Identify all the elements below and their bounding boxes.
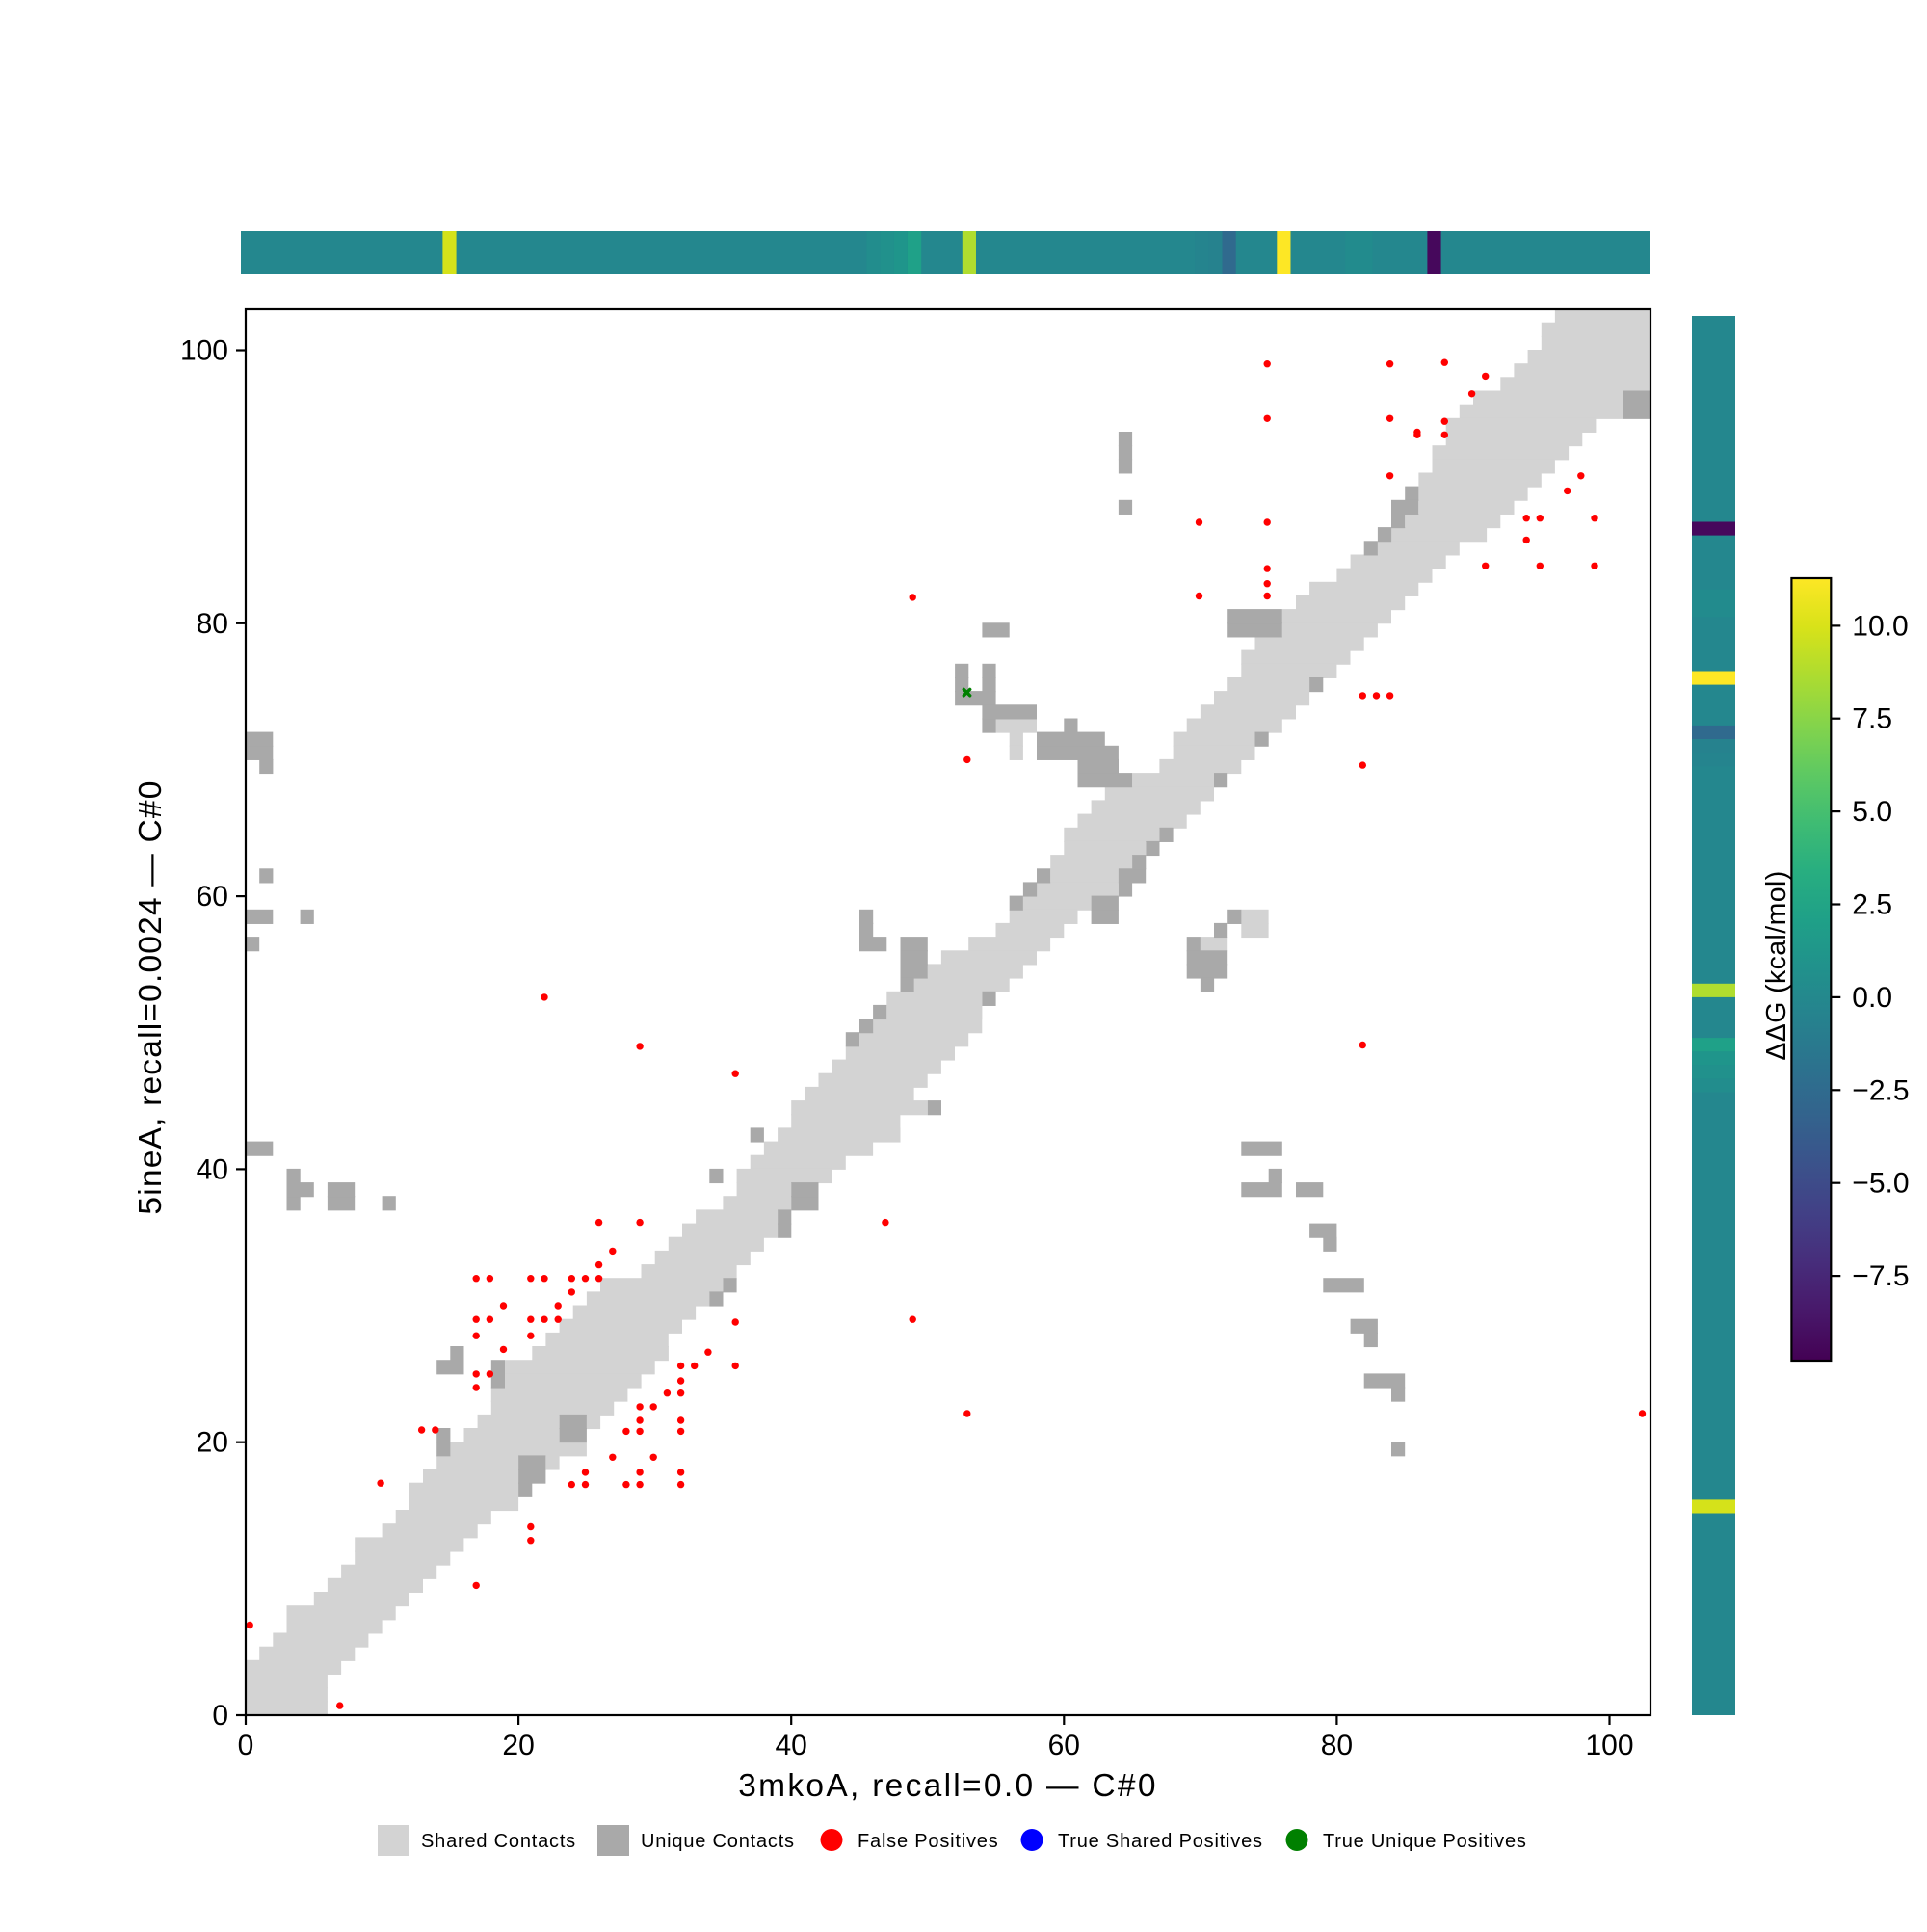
- svg-text:80: 80: [1321, 1730, 1353, 1761]
- svg-text:80: 80: [197, 608, 228, 640]
- svg-text:True Unique Positives: True Unique Positives: [1323, 1831, 1527, 1852]
- svg-text:0: 0: [212, 1700, 228, 1732]
- svg-text:Shared Contacts: Shared Contacts: [421, 1831, 576, 1852]
- svg-text:True Shared Positives: True Shared Positives: [1058, 1831, 1263, 1852]
- svg-text:60: 60: [1048, 1730, 1080, 1761]
- svg-text:5.0: 5.0: [1852, 796, 1892, 828]
- svg-text:0: 0: [238, 1730, 254, 1761]
- svg-text:False Positives: False Positives: [858, 1831, 999, 1852]
- svg-text:5ineA, recall=0.0024 — C#0: 5ineA, recall=0.0024 — C#0: [133, 780, 169, 1214]
- svg-text:0.0: 0.0: [1852, 982, 1892, 1014]
- svg-text:2.5: 2.5: [1852, 889, 1892, 921]
- svg-text:40: 40: [197, 1153, 228, 1185]
- svg-text:100: 100: [1585, 1730, 1633, 1761]
- svg-text:Unique Contacts: Unique Contacts: [641, 1831, 795, 1852]
- svg-text:3mkoA, recall=0.0 — C#0: 3mkoA, recall=0.0 — C#0: [738, 1768, 1158, 1804]
- svg-text:−5.0: −5.0: [1852, 1168, 1909, 1200]
- svg-text:ΔΔG (kcal/mol): ΔΔG (kcal/mol): [1761, 870, 1792, 1060]
- svg-text:40: 40: [776, 1730, 807, 1761]
- svg-text:20: 20: [502, 1730, 534, 1761]
- svg-text:10.0: 10.0: [1852, 610, 1908, 642]
- svg-text:−2.5: −2.5: [1852, 1074, 1909, 1106]
- svg-text:7.5: 7.5: [1852, 703, 1892, 735]
- svg-text:−7.5: −7.5: [1852, 1260, 1909, 1292]
- svg-text:20: 20: [197, 1427, 228, 1459]
- svg-text:60: 60: [197, 881, 228, 913]
- svg-text:100: 100: [180, 335, 228, 367]
